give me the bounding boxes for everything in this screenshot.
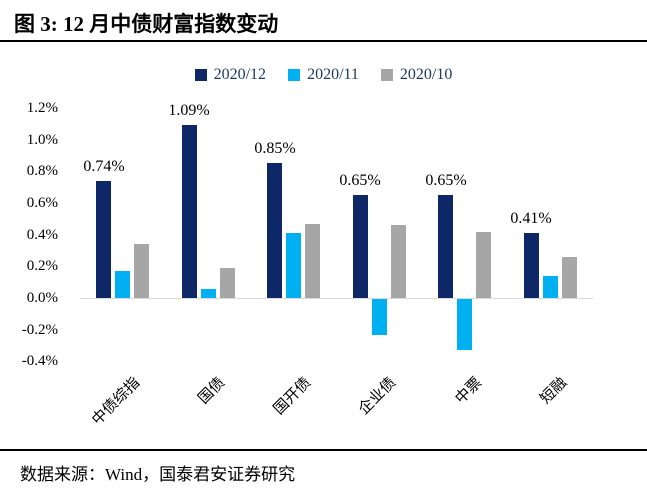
x-axis-category-label: 国开债 xyxy=(270,374,315,418)
bar-2020-11-中票 xyxy=(457,299,472,350)
bar-2020-12-企业债 xyxy=(353,195,368,298)
bar-2020-10-国开债 xyxy=(305,224,320,298)
legend-item-2020-11: 2020/11 xyxy=(288,66,359,84)
bar-2020-11-国债 xyxy=(201,289,216,298)
bar-2020-11-企业债 xyxy=(372,299,387,335)
bar-data-label: 0.65% xyxy=(339,172,381,189)
bar-data-label: 0.65% xyxy=(425,172,467,189)
bar-2020-10-中债综指 xyxy=(134,244,149,298)
bar-2020-10-中票 xyxy=(476,232,491,298)
legend-item-2020-12: 2020/12 xyxy=(194,66,267,84)
x-axis-category-label: 中债综指 xyxy=(89,374,144,429)
bar-2020-10-国债 xyxy=(220,268,235,298)
x-axis-category-label: 中票 xyxy=(452,374,486,408)
bar-2020-12-中债综指 xyxy=(96,181,111,298)
bar-2020-11-国开债 xyxy=(286,233,301,298)
legend-label: 2020/11 xyxy=(307,66,359,83)
y-axis-tick-label: 0.0% xyxy=(26,290,58,306)
x-axis-category-label: 短融 xyxy=(537,374,571,408)
data-source: 数据来源：Wind，国泰君安证券研究 xyxy=(20,465,296,484)
y-axis-tick-label: -0.4% xyxy=(21,353,58,369)
x-axis-line xyxy=(80,298,593,299)
legend-swatch-icon xyxy=(288,69,301,81)
bar-2020-12-国债 xyxy=(182,125,197,298)
legend-swatch-icon xyxy=(380,69,393,81)
y-axis-tick-label: 1.0% xyxy=(26,132,58,148)
x-axis-category-label: 企业债 xyxy=(355,374,400,418)
chart-legend: 2020/12 2020/11 2020/10 xyxy=(0,66,647,84)
legend-item-2020-10: 2020/10 xyxy=(380,66,453,84)
bar-2020-12-短融 xyxy=(524,233,539,298)
bar-2020-10-短融 xyxy=(562,257,577,298)
figure-title: 图 3: 12 月中债财富指数变动 xyxy=(14,12,279,36)
x-axis-category-label: 国债 xyxy=(195,374,229,408)
bar-data-label: 1.09% xyxy=(168,102,210,119)
y-axis-tick-label: -0.2% xyxy=(21,322,58,338)
y-axis-tick-label: 0.4% xyxy=(26,227,58,243)
footer-divider xyxy=(0,449,647,451)
title-divider xyxy=(0,40,647,42)
legend-label: 2020/10 xyxy=(399,66,453,83)
bar-2020-12-中票 xyxy=(438,195,453,298)
bar-data-label: 0.74% xyxy=(83,158,125,175)
bar-2020-12-国开债 xyxy=(267,163,282,298)
bar-data-label: 0.41% xyxy=(510,210,552,227)
legend-label: 2020/12 xyxy=(213,66,267,83)
bar-2020-11-短融 xyxy=(543,276,558,298)
bar-data-label: 0.85% xyxy=(254,140,296,157)
y-axis-tick-label: 0.6% xyxy=(26,195,58,211)
bar-2020-10-企业债 xyxy=(391,225,406,298)
bar-2020-11-中债综指 xyxy=(115,271,130,298)
y-axis-tick-label: 0.2% xyxy=(26,258,58,274)
legend-swatch-icon xyxy=(194,69,207,81)
y-axis-tick-label: 0.8% xyxy=(26,163,58,179)
y-axis-tick-label: 1.2% xyxy=(26,100,58,116)
